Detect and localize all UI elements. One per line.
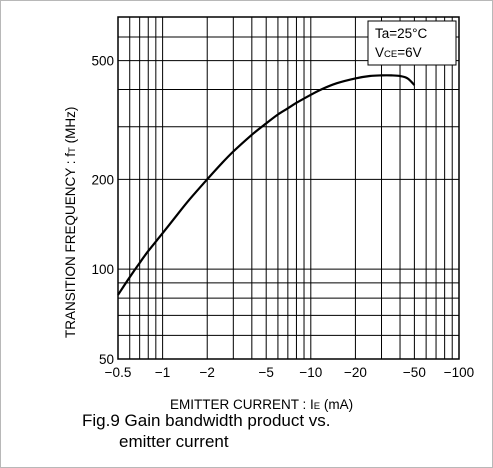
x-tick-label: −0.5 <box>105 365 132 380</box>
caption-line-1: Fig.9 Gain bandwidth product vs. <box>82 411 331 430</box>
y-axis-label: TRANSITION FREQUENCY : fT (MHz) <box>63 107 78 338</box>
x-tick-label: −1 <box>155 365 170 380</box>
x-tick-label: −100 <box>444 365 474 380</box>
legend-voltage: VCE=6V <box>375 45 422 60</box>
x-tick-label: −20 <box>344 365 367 380</box>
figure-caption: Fig.9 Gain bandwidth product vs. emitter… <box>82 410 462 452</box>
y-tick-label: 500 <box>91 54 114 69</box>
x-tick-labels: −0.5 −1 −2 −5 −10 −20 −50 −100 <box>105 365 475 380</box>
legend: Ta=25°C VCE=6V <box>367 20 457 66</box>
caption-line-2: emitter current <box>119 432 229 451</box>
y-tick-label: 100 <box>91 262 114 277</box>
x-tick-label: −50 <box>403 365 426 380</box>
x-tick-label: −5 <box>258 365 273 380</box>
x-tick-label: −2 <box>200 365 215 380</box>
legend-temperature: Ta=25°C <box>375 26 428 41</box>
y-tick-label: 200 <box>91 172 114 187</box>
x-tick-label: −10 <box>299 365 322 380</box>
y-tick-labels: 50 100 200 500 <box>91 54 114 367</box>
series-line <box>117 74 416 296</box>
grid-lines <box>118 17 459 359</box>
plot-border <box>117 16 460 360</box>
legend-box <box>367 20 457 66</box>
x-axis-label: EMITTER CURRENT : IE (mA) <box>170 397 353 412</box>
y-tick-label: 50 <box>99 352 114 367</box>
